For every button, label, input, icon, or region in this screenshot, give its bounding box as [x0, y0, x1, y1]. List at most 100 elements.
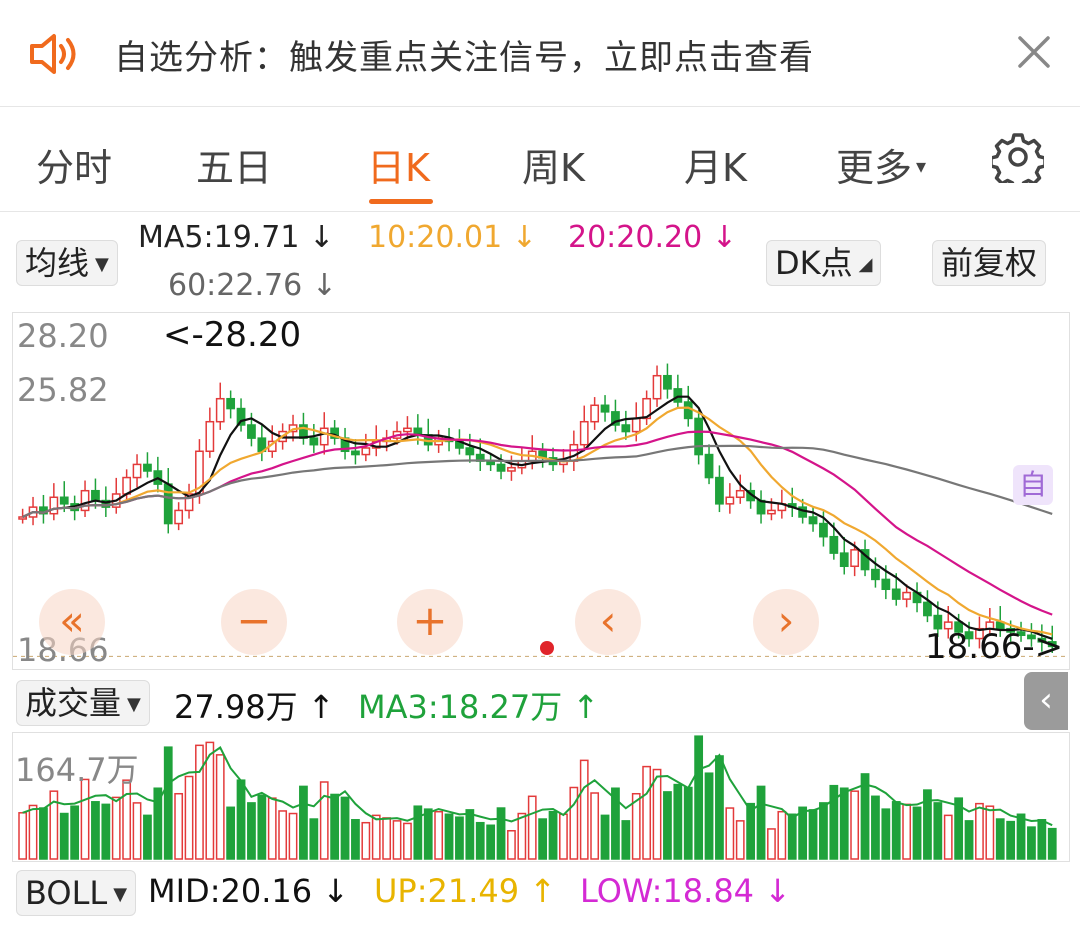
candle-down	[964, 631, 974, 640]
volume-bar-down	[1016, 813, 1026, 860]
last-price-marker: 18.66->	[925, 627, 1064, 667]
notice-text[interactable]: 自选分析：触发重点关注信号，立即点击查看	[114, 38, 814, 78]
volume-bar-up	[382, 817, 392, 860]
scroll-right-button[interactable]: ›	[753, 589, 819, 655]
volume-bar-down	[881, 808, 891, 860]
candle-up	[735, 489, 745, 499]
candle-up	[631, 417, 641, 433]
candle-up	[319, 427, 329, 446]
volume-bar-down	[299, 785, 308, 860]
close-icon[interactable]	[1016, 34, 1052, 70]
notice-banner[interactable]: 自选分析：触发重点关注信号，立即点击查看	[0, 0, 1080, 107]
candle-up	[943, 621, 953, 630]
volume-bar-up	[642, 765, 652, 860]
tab-intraday[interactable]: 分时	[36, 146, 113, 190]
candle-up	[80, 489, 90, 512]
volume-bar-up	[205, 741, 215, 860]
volume-bar-up	[184, 775, 194, 860]
volume-bar-down	[746, 802, 756, 860]
candle-up	[361, 447, 371, 456]
gear-icon[interactable]	[992, 131, 1044, 183]
volume-bar-down	[1006, 820, 1016, 860]
volume-bar-up	[507, 830, 516, 860]
tab-weekly-k[interactable]: 周K	[522, 146, 585, 190]
self-select-tag[interactable]: 自	[1013, 465, 1053, 505]
candle-down	[891, 588, 901, 600]
volume-selector[interactable]: 成交量 ▼	[16, 680, 150, 726]
volume-bar-down	[423, 808, 433, 860]
volume-bar-down	[153, 787, 163, 860]
volume-bar-down	[798, 806, 808, 860]
volume-bar-down	[819, 802, 828, 860]
candle-down	[715, 476, 724, 505]
volume-bar-up	[278, 810, 288, 860]
volume-bar-down	[413, 805, 423, 860]
dk-point-button[interactable]: DK点 ◢	[766, 240, 882, 286]
collapse-side-panel-button[interactable]: ‹	[1024, 672, 1068, 730]
volume-bar-down	[59, 812, 69, 860]
volume-chart: 164.7万	[12, 732, 1070, 862]
candle-up	[205, 420, 215, 453]
volume-bar-down	[923, 789, 932, 860]
candle-down	[600, 404, 610, 413]
volume-bar-down	[340, 796, 350, 860]
candle-down	[309, 437, 319, 446]
ma-selector-label: 均线	[25, 244, 90, 282]
volume-ma3-line	[22, 746, 1053, 827]
candle-down	[954, 621, 964, 633]
volume-bar-up	[434, 810, 444, 860]
y-axis-max: 28.20	[17, 317, 109, 355]
volume-bar-down	[236, 779, 246, 860]
candle-down	[683, 401, 693, 420]
zoom-out-button[interactable]: −	[221, 589, 287, 655]
tab-daily-k[interactable]: 日K	[367, 146, 430, 190]
adjust-button[interactable]: 前复权	[932, 240, 1047, 286]
candle-down	[143, 463, 152, 472]
scroll-fast-left-button[interactable]: «	[39, 589, 105, 655]
volume-bar-up	[174, 792, 184, 860]
volume-bar-down	[330, 793, 340, 860]
ma10-line	[22, 406, 1053, 636]
boll-up: UP:21.49 ↑	[374, 872, 557, 910]
volume-bar-down	[1027, 826, 1036, 860]
volume-y-max: 164.7万	[15, 751, 139, 789]
candle-up	[902, 591, 912, 600]
volume-bar-down	[673, 783, 683, 860]
volume-bar-up	[122, 779, 132, 860]
ma60-line	[22, 444, 1053, 518]
tab-five-day[interactable]: 五日	[196, 146, 273, 190]
candle-up	[184, 493, 194, 512]
volume-bar-down	[444, 813, 454, 860]
candle-up	[725, 496, 735, 505]
page-indicator-dot	[540, 641, 554, 655]
scroll-left-button[interactable]: ‹	[575, 589, 641, 655]
volume-bar-up	[195, 744, 204, 860]
candle-down	[91, 489, 100, 502]
chevron-left-icon: ‹	[1039, 680, 1053, 720]
candle-up	[642, 397, 652, 420]
candle-down	[808, 516, 818, 525]
ma60-value: 60:22.76 ↓	[168, 268, 337, 303]
volume-bar-up	[28, 804, 38, 860]
ma20-value: 20:20.20 ↓	[568, 220, 737, 255]
candle-down	[1037, 637, 1047, 643]
volume-bar-up	[403, 822, 412, 860]
candle-up	[507, 466, 516, 472]
ma-selector[interactable]: 均线 ▼	[16, 240, 118, 286]
volume-bar-down	[101, 803, 111, 860]
volume-bar-up	[132, 802, 142, 860]
volume-bar-up	[319, 781, 329, 860]
volume-bar-down	[351, 819, 360, 860]
tab-monthly-k[interactable]: 月K	[684, 146, 747, 190]
volume-bar-down	[839, 787, 849, 860]
volume-bar-up	[569, 786, 579, 860]
kline-chart[interactable]: 28.20 25.82 18.66 <-28.20 18.66-> 自 « − …	[12, 312, 1070, 670]
active-tab-indicator	[369, 199, 433, 204]
volume-bar-up	[18, 812, 28, 860]
tab-more[interactable]: 更多 ▾	[836, 137, 926, 192]
volume-bar-down	[465, 809, 475, 860]
volume-bar-up	[559, 813, 568, 860]
period-tabs: 分时 五日 日K 周K 月K 更多 ▾	[0, 107, 1080, 212]
boll-selector[interactable]: BOLL ▼	[16, 870, 137, 916]
zoom-in-button[interactable]: +	[397, 589, 463, 655]
